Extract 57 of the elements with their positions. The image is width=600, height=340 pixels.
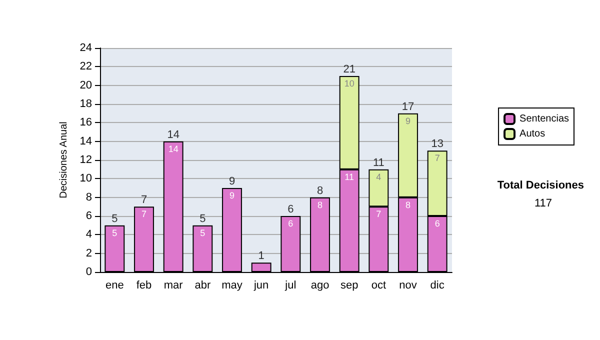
x-tick-label: oct (371, 280, 386, 292)
total-label: 9 (228, 176, 236, 188)
total-label: 7 (140, 194, 148, 206)
data-label: 6 (288, 218, 294, 228)
data-label: 5 (112, 228, 118, 238)
y-tick-label: 2 (86, 247, 92, 260)
data-label: 14 (168, 144, 178, 154)
x-tick-label: ene (105, 280, 124, 292)
total-label: 17 (402, 100, 414, 113)
data-label: 7 (376, 209, 382, 220)
data-label: 11 (344, 172, 354, 182)
y-tick-label: 4 (86, 228, 92, 241)
text: 117 (534, 198, 552, 210)
total-label: 14 (167, 128, 180, 141)
data-label: 10 (344, 78, 354, 88)
y-tick-label: 20 (80, 79, 92, 92)
y-tick-label: 22 (80, 60, 92, 73)
text: Total Decisiones (497, 180, 584, 192)
x-tick-label: dic (430, 280, 445, 292)
y-tick-label: 10 (80, 172, 92, 185)
total-label: 5 (200, 212, 206, 225)
y-tick-label: 12 (80, 154, 92, 166)
total-label: 5 (112, 212, 118, 225)
x-tick-label: jul (284, 280, 296, 292)
data-label: 7 (141, 209, 147, 220)
y-tick-label: 8 (86, 191, 92, 204)
data-label: 7 (434, 153, 440, 164)
y-tick-label: 16 (80, 116, 92, 129)
data-label: 8 (405, 200, 411, 210)
total-label: 1 (258, 250, 264, 262)
y-axis-title: Decisiones Anual (58, 122, 70, 198)
y-tick-label: 18 (80, 98, 92, 110)
x-tick-label: abr (194, 280, 211, 292)
y-tick-label: 24 (80, 42, 92, 54)
y-tick-label: 14 (80, 135, 92, 148)
x-tick-label: may (222, 280, 243, 292)
total-label: 11 (372, 156, 384, 169)
data-label: 9 (229, 190, 235, 200)
total-label: 13 (431, 138, 444, 150)
data-label: 8 (317, 200, 323, 210)
x-tick-label: feb (136, 280, 152, 292)
data-label: 5 (200, 228, 206, 238)
y-tick-label: 6 (86, 210, 92, 222)
data-label: 6 (434, 218, 440, 228)
legend-label: Sentencias (520, 114, 570, 124)
x-tick-label: mar (164, 280, 184, 292)
x-tick-label: jun (252, 280, 269, 292)
total-label: 6 (288, 204, 294, 216)
data-label: 4 (376, 172, 382, 182)
data-label: 9 (405, 116, 411, 126)
x-tick-label: sep (340, 280, 358, 292)
legend-label: Autos (520, 128, 546, 140)
total-label: 8 (316, 184, 324, 197)
x-tick-label: ago (310, 280, 330, 292)
total-label: 21 (343, 64, 356, 76)
x-tick-label: nov (399, 280, 418, 292)
y-tick-label: 0 (86, 266, 92, 278)
